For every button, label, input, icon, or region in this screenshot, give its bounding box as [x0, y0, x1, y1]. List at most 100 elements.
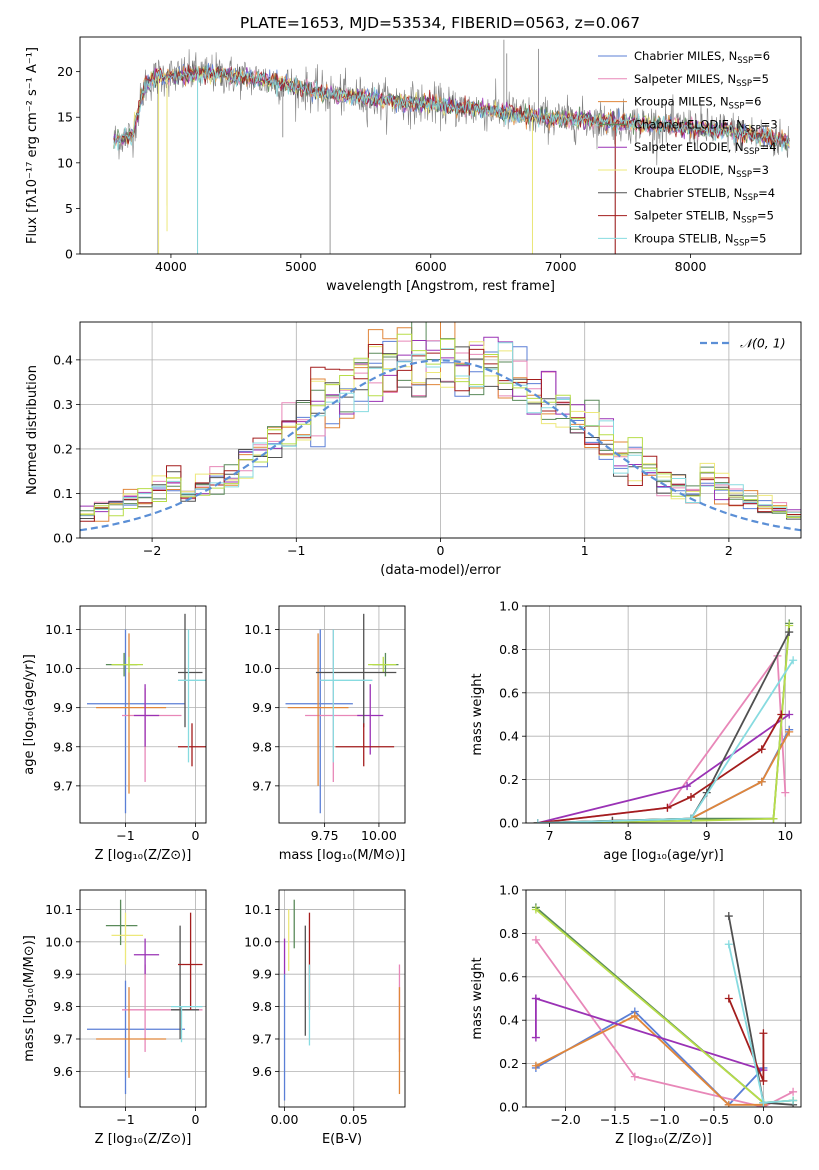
age-vs-mass-points: [285, 613, 399, 814]
y-tick-label: 9.7: [252, 778, 272, 793]
y-tick-label: 0.2: [499, 772, 519, 787]
errorbar-point: [122, 688, 182, 782]
errorbar-point: [368, 656, 397, 673]
weight-marker: [683, 782, 692, 791]
weight-marker: [663, 803, 672, 812]
legend-label: Kroupa ELODIE, NSSP=3: [634, 163, 769, 180]
y-tick-label: 10.0: [244, 934, 272, 949]
y-axis-label: mass [log₁₀(M/M⊙)]: [22, 935, 37, 1062]
legend-label: Chabrier ELODIE, NSSP=3: [634, 117, 778, 134]
errorbar-point: [287, 633, 349, 786]
errorbar-point: [171, 1005, 203, 1043]
spectrum-frame: [79, 36, 802, 255]
errorbar-point: [87, 980, 185, 1095]
weight-marker: [785, 628, 794, 637]
x-tick-label: −1: [116, 828, 134, 843]
mass-vs-z-points: [87, 899, 203, 1095]
x-tick-label: 0.00: [271, 1112, 299, 1127]
x-tick-label: 7000: [545, 259, 577, 274]
x-tick-label: 9.75: [311, 828, 339, 843]
errorbar-point: [178, 723, 206, 767]
y-tick-label: 9.6: [53, 1064, 73, 1079]
y-tick-label: 9.6: [252, 1064, 272, 1079]
y-tick-label: 10.0: [45, 934, 73, 949]
x-axis-label: (data-model)/error: [380, 563, 501, 578]
x-axis-label: wavelength [Angstrom, rest frame]: [326, 279, 555, 294]
mass-vs-ebv-axes: 0.00 0.05 9.6 9.7 9.8 9.9 10.0 10.1 E(B-V): [244, 890, 405, 1147]
mass-vs-z-frame: [79, 889, 207, 1108]
residuals-axes: −2 −1 0 1 2 0.0 0.1 0.2 0.3 0.4 (data-model)/error…: [25, 322, 801, 578]
y-tick-label: 20: [57, 64, 73, 79]
weight-marker: [724, 940, 733, 949]
x-tick-label: 0.05: [340, 1112, 368, 1127]
weight-marker: [531, 905, 540, 914]
residual-histograms: [80, 322, 801, 532]
y-tick-label: 1.0: [499, 599, 519, 614]
x-axis-label: mass [log₁₀(M/M⊙)]: [279, 848, 406, 863]
spectrum-axes: 4000 5000 6000 7000 8000 0 5 10 15 20 wavelength […: [25, 47, 707, 294]
y-tick-label: 9.7: [252, 1031, 272, 1046]
errorbar-point: [285, 629, 353, 814]
legend-label: Chabrier MILES, NSSP=6: [634, 49, 770, 66]
weight-line: [535, 1010, 765, 1107]
y-tick-label: 5: [65, 201, 73, 216]
legend-label: Salpeter ELODIE, NSSP=4: [634, 140, 777, 157]
errorbar-point: [315, 613, 397, 728]
x-tick-label: 5000: [285, 259, 317, 274]
errorbar-point: [320, 629, 373, 763]
y-tick-label: 0.8: [499, 642, 519, 657]
y-tick-label: 0.1: [53, 486, 73, 501]
errorbar-point: [171, 925, 199, 1039]
y-tick-label: 0.0: [499, 816, 519, 831]
y-axis-label: mass weight: [470, 673, 485, 755]
y-tick-label: 9.8: [252, 739, 272, 754]
spectrum-lines: [113, 39, 790, 254]
weight-line: [537, 659, 794, 823]
x-tick-label: 10: [777, 828, 793, 843]
y-tick-label: 10.0: [244, 661, 272, 676]
x-axis-label: Z [log₁₀(Z/Z⊙)]: [615, 1132, 712, 1147]
errorbar-point: [111, 656, 143, 673]
weight-marker: [781, 788, 790, 797]
y-tick-label: 9.9: [252, 967, 272, 982]
weight-line: [535, 1014, 764, 1106]
errorbar-point: [305, 629, 364, 782]
residuals-frame: [79, 321, 802, 539]
y-tick-label: 0.6: [499, 969, 519, 984]
x-axis-label: age [log₁₀(age/yr)]: [603, 848, 724, 863]
legend-label: Salpeter MILES, NSSP=5: [634, 72, 769, 89]
weight-marker: [533, 819, 542, 823]
age-vs-mass-frame: [278, 605, 406, 824]
y-tick-label: 1.0: [499, 883, 519, 898]
x-tick-label: 0.0: [753, 1112, 773, 1127]
errorbar-point: [96, 633, 167, 794]
y-tick-label: 9.9: [252, 700, 272, 715]
weight-marker: [777, 710, 786, 719]
errorbar-point: [87, 629, 185, 814]
y-tick-label: 0.4: [499, 729, 519, 744]
x-tick-label: −0.5: [699, 1112, 729, 1127]
y-tick-label: 9.9: [53, 700, 73, 715]
weight-marker: [531, 1061, 540, 1070]
x-axis-label: E(B-V): [322, 1132, 362, 1147]
x-tick-label: 0: [192, 828, 200, 843]
y-tick-label: 0.2: [499, 1056, 519, 1071]
x-tick-label: 7: [546, 828, 554, 843]
weight-marker: [759, 1098, 768, 1107]
weight-line: [537, 731, 790, 823]
y-tick-label: 0.6: [499, 685, 519, 700]
weight-marker: [769, 814, 778, 823]
weight-marker: [724, 912, 733, 921]
residual-histogram: [80, 333, 801, 518]
errorbar-point: [133, 684, 160, 747]
y-tick-label: 0.3: [53, 397, 73, 412]
residual-histogram: [80, 346, 801, 520]
weight-marker: [785, 727, 794, 736]
normal-reference-curve: [80, 359, 801, 532]
legend-label: Salpeter STELIB, NSSP=5: [634, 209, 774, 226]
legend-label: Kroupa MILES, NSSP=6: [634, 95, 761, 112]
weight-line: [537, 713, 790, 823]
x-tick-label: 2: [725, 543, 733, 558]
weight-marker: [687, 814, 695, 823]
